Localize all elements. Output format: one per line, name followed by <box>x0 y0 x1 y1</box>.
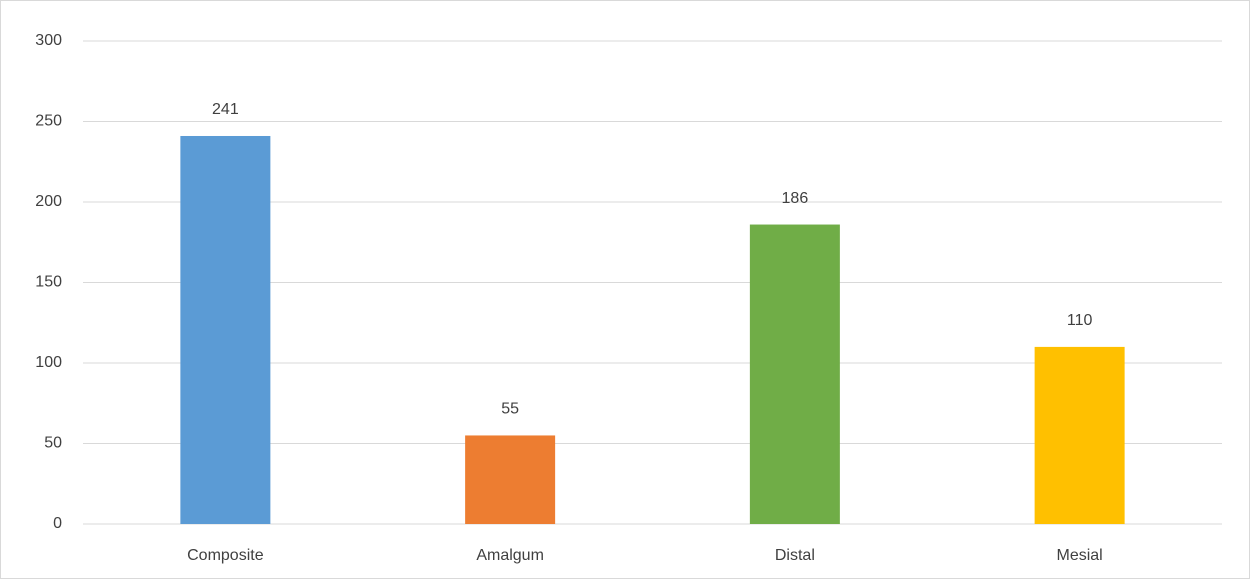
x-tick-label: Mesial <box>1057 547 1103 564</box>
x-tick-label: Amalgum <box>476 547 544 564</box>
y-tick-label: 250 <box>35 113 62 130</box>
bar <box>1034 346 1125 524</box>
y-tick-label: 100 <box>35 354 62 371</box>
y-tick-label: 50 <box>44 435 62 452</box>
y-tick-label: 200 <box>35 193 62 210</box>
data-label: 110 <box>1067 312 1093 329</box>
y-tick-label: 300 <box>35 32 62 49</box>
bar <box>180 135 271 525</box>
data-label: 186 <box>782 190 809 207</box>
data-label: 55 <box>501 401 519 418</box>
data-label: 241 <box>212 101 239 118</box>
x-tick-label: Distal <box>775 547 815 564</box>
x-tick-label: Composite <box>187 547 264 564</box>
y-tick-label: 150 <box>35 274 62 291</box>
bar <box>465 435 556 524</box>
bar <box>749 224 840 525</box>
y-tick-label: 0 <box>53 515 62 532</box>
